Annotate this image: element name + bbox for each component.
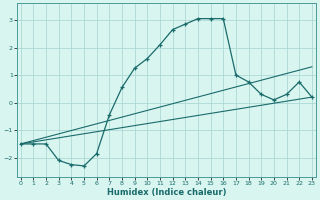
X-axis label: Humidex (Indice chaleur): Humidex (Indice chaleur) xyxy=(107,188,226,197)
